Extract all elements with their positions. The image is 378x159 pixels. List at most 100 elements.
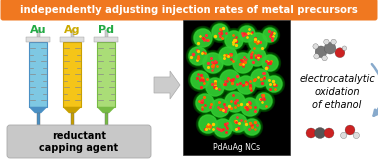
Circle shape (196, 94, 214, 112)
Circle shape (335, 48, 345, 58)
Circle shape (211, 23, 229, 41)
FancyBboxPatch shape (0, 0, 378, 21)
Circle shape (226, 111, 249, 135)
Circle shape (238, 25, 256, 43)
Circle shape (217, 45, 240, 68)
Circle shape (225, 92, 245, 112)
Circle shape (341, 132, 347, 138)
Circle shape (256, 93, 272, 109)
Circle shape (192, 27, 214, 49)
Circle shape (209, 21, 231, 42)
Text: Pd: Pd (98, 25, 114, 35)
Circle shape (262, 27, 278, 43)
Circle shape (342, 46, 347, 50)
Circle shape (242, 117, 262, 138)
Text: independently adjusting injection rates of metal precursors: independently adjusting injection rates … (20, 5, 358, 15)
Circle shape (241, 98, 259, 116)
Bar (94, 37, 118, 42)
Circle shape (220, 70, 240, 90)
Circle shape (313, 44, 318, 49)
Bar (71, 113, 73, 125)
Circle shape (324, 128, 334, 138)
Circle shape (186, 45, 209, 68)
Circle shape (232, 52, 254, 74)
Circle shape (205, 77, 225, 97)
Polygon shape (63, 107, 81, 113)
Bar (29, 42, 47, 107)
Circle shape (212, 117, 234, 139)
Circle shape (191, 71, 209, 89)
Circle shape (213, 118, 233, 138)
Circle shape (188, 46, 208, 66)
Bar (71, 30, 73, 42)
Circle shape (243, 118, 261, 136)
Circle shape (239, 26, 255, 42)
Bar (104, 113, 107, 125)
Circle shape (218, 46, 238, 66)
Circle shape (266, 76, 282, 92)
Polygon shape (29, 107, 47, 113)
Circle shape (248, 48, 266, 66)
Circle shape (209, 97, 231, 120)
Circle shape (263, 73, 285, 94)
Circle shape (353, 132, 359, 138)
Circle shape (203, 76, 226, 98)
Circle shape (314, 54, 319, 59)
Circle shape (260, 52, 280, 73)
Circle shape (223, 90, 248, 114)
Text: PdAuAg NCs: PdAuAg NCs (213, 144, 260, 152)
Circle shape (306, 128, 316, 138)
Circle shape (189, 47, 207, 65)
Circle shape (199, 115, 217, 133)
Circle shape (214, 119, 232, 137)
Circle shape (248, 66, 271, 90)
Circle shape (345, 125, 355, 135)
Circle shape (206, 78, 224, 96)
Bar (37, 30, 39, 42)
Circle shape (239, 96, 262, 118)
Circle shape (249, 33, 267, 51)
Circle shape (202, 52, 224, 74)
Circle shape (190, 70, 210, 90)
Circle shape (197, 113, 220, 135)
Circle shape (263, 28, 277, 42)
Circle shape (198, 114, 218, 134)
Circle shape (233, 53, 253, 73)
Polygon shape (154, 71, 180, 99)
Circle shape (210, 98, 230, 118)
Circle shape (262, 55, 278, 71)
Circle shape (314, 128, 325, 138)
Circle shape (254, 90, 274, 111)
Text: electrocatalytic
oxidation
of ethanol: electrocatalytic oxidation of ethanol (299, 74, 375, 110)
Circle shape (219, 69, 241, 91)
Circle shape (223, 28, 245, 52)
Circle shape (224, 30, 244, 50)
Bar (37, 113, 39, 125)
Circle shape (315, 46, 327, 58)
Circle shape (251, 69, 269, 87)
Text: Ag: Ag (64, 25, 80, 35)
Circle shape (234, 73, 257, 97)
Circle shape (250, 68, 270, 88)
Bar (60, 37, 84, 42)
Circle shape (237, 24, 257, 45)
Polygon shape (97, 107, 115, 113)
Circle shape (211, 99, 229, 117)
Circle shape (203, 53, 223, 73)
FancyArrowPatch shape (372, 64, 378, 116)
Circle shape (193, 28, 213, 48)
Circle shape (255, 92, 273, 110)
Circle shape (194, 91, 217, 114)
Circle shape (195, 93, 215, 113)
Circle shape (324, 42, 336, 54)
Circle shape (194, 29, 212, 47)
Circle shape (324, 39, 329, 45)
Circle shape (240, 97, 260, 117)
Circle shape (229, 114, 247, 132)
Text: reductant
capping agent: reductant capping agent (39, 131, 119, 153)
Circle shape (189, 69, 212, 91)
Circle shape (225, 31, 243, 49)
Circle shape (231, 51, 256, 76)
Bar (104, 30, 107, 42)
Circle shape (217, 68, 243, 93)
